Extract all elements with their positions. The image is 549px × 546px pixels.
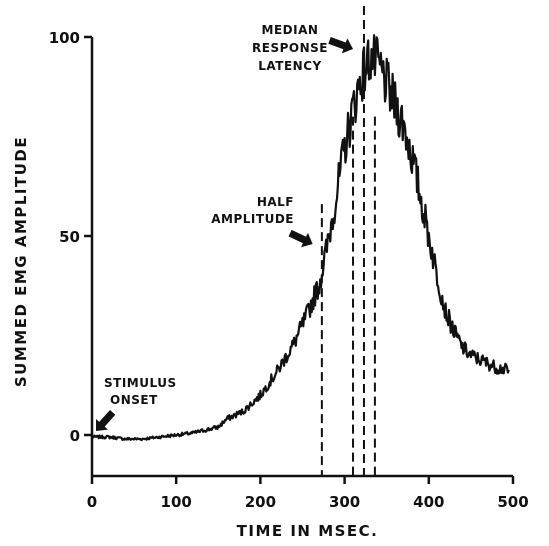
x-axis-title: TIME IN MSEC. [237, 522, 379, 540]
y-axis-title: SUMMED EMG AMPLITUDE [12, 136, 30, 387]
x-tick-label: 200 [245, 493, 276, 511]
annotation-text: RESPONSE [252, 41, 328, 55]
x-ticks: 0 100 200 300 400 500 [87, 476, 529, 511]
annotation-text: AMPLITUDE [211, 212, 294, 226]
annotation-stimulus: STIMULUS ONSET [96, 376, 177, 431]
x-tick-label: 500 [497, 493, 528, 511]
series-line [91, 34, 510, 442]
arrow-icon [288, 229, 313, 248]
annotation-median: MEDIAN RESPONSE LATENCY [252, 23, 354, 73]
annotation-text: HALF [257, 195, 294, 209]
annotation-text: LATENCY [258, 59, 321, 73]
y-tick-label: 50 [59, 228, 80, 246]
x-tick-label: 100 [161, 493, 192, 511]
x-tick-label: 300 [329, 493, 360, 511]
y-ticks: 0 50 100 [49, 29, 92, 445]
annotation-text: STIMULUS [104, 376, 177, 390]
arrow-icon [328, 36, 354, 54]
y-tick-label: 100 [49, 29, 80, 47]
annotation-text: ONSET [110, 393, 158, 407]
x-tick-label: 0 [87, 493, 97, 511]
arrow-icon [96, 409, 116, 431]
x-tick-label: 400 [413, 493, 444, 511]
y-tick-label: 0 [70, 427, 80, 445]
annotation-text: MEDIAN [262, 23, 319, 37]
series-layer [91, 34, 510, 442]
annotations: STIMULUS ONSET HALF AMPLITUDE MEDIAN RESPONSE… [96, 23, 354, 431]
annotation-half: HALF AMPLITUDE [211, 195, 313, 248]
